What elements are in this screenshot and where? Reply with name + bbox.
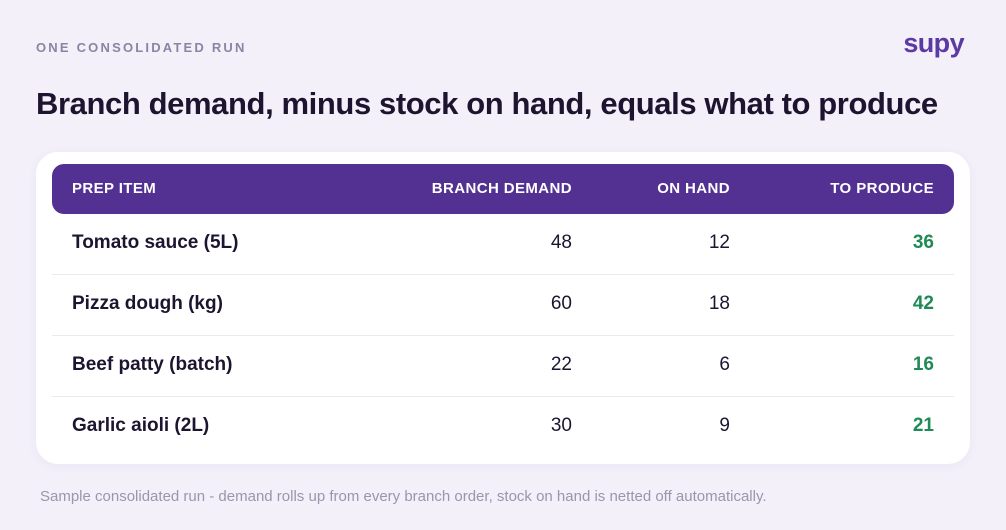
prep-item-name: Pizza dough (kg)	[72, 293, 223, 314]
to-produce-value: 42	[912, 293, 934, 314]
footnote: Sample consolidated run - demand rolls u…	[40, 488, 767, 505]
on-hand-value: 9	[719, 415, 730, 436]
table-row: Beef patty (batch) 22 6 16	[52, 336, 954, 397]
supy-logo: supy	[903, 28, 964, 58]
table-row: Garlic aioli (2L) 30 9 21	[52, 397, 954, 457]
to-produce-value: 21	[912, 415, 934, 436]
prep-item-name: Beef patty (batch)	[72, 354, 233, 375]
branch-demand-value: 48	[550, 232, 572, 253]
page-title: Branch demand, minus stock on hand, equa…	[36, 86, 938, 121]
eyebrow-label: ONE CONSOLIDATED RUN	[36, 40, 247, 55]
on-hand-value: 6	[719, 354, 730, 375]
to-produce-value: 16	[912, 354, 934, 375]
table-header: PREP ITEM BRANCH DEMAND ON HAND TO PRODU…	[52, 164, 954, 214]
prep-item-name: Tomato sauce (5L)	[72, 232, 239, 253]
column-header-to-produce: TO PRODUCE	[830, 180, 934, 197]
table-row: Tomato sauce (5L) 48 12 36	[52, 214, 954, 275]
prep-item-name: Garlic aioli (2L)	[72, 415, 210, 436]
branch-demand-value: 30	[550, 415, 572, 436]
column-header-on-hand: ON HAND	[657, 180, 730, 197]
to-produce-value: 36	[912, 232, 934, 253]
column-header-prep-item: PREP ITEM	[72, 180, 157, 197]
column-header-branch-demand: BRANCH DEMAND	[431, 180, 572, 197]
on-hand-value: 18	[708, 293, 730, 314]
branch-demand-value: 22	[550, 354, 572, 375]
on-hand-value: 12	[708, 232, 730, 253]
production-table-card: PREP ITEM BRANCH DEMAND ON HAND TO PRODU…	[36, 152, 970, 464]
table-row: Pizza dough (kg) 60 18 42	[52, 275, 954, 336]
branch-demand-value: 60	[550, 293, 572, 314]
table-body: Tomato sauce (5L) 48 12 36 Pizza dough (…	[52, 214, 954, 457]
